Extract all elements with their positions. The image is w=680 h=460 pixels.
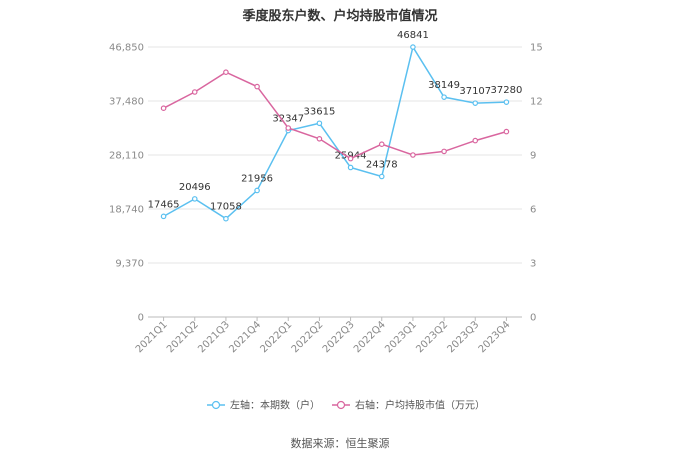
x-tick-label: 2021Q2 [165, 319, 201, 355]
data-label: 17465 [148, 199, 180, 210]
data-label: 37280 [491, 85, 523, 96]
data-label: 32347 [272, 114, 304, 125]
left-tick-label: 9,370 [115, 259, 144, 270]
data-point [285, 125, 292, 131]
x-tick-label: 2021Q4 [227, 319, 263, 355]
left-tick-label: 28,110 [109, 151, 144, 162]
x-axis: 2021Q12021Q22021Q32021Q42022Q12022Q22022… [134, 317, 513, 355]
source-note: 数据来源：恒生聚源 [291, 436, 390, 450]
x-tick-label: 2022Q1 [259, 319, 295, 355]
legend-marker [211, 400, 221, 410]
left-tick-label: 18,740 [109, 205, 144, 216]
data-label: 38149 [428, 80, 460, 91]
right-tick-label: 15 [530, 43, 543, 54]
data-label: 17058 [210, 202, 242, 213]
right-axis: 0 3 6 9 12 15 [530, 43, 543, 324]
legend[interactable]: 左轴：本期数（户） 右轴：户均持股市值（万元） [207, 399, 485, 412]
x-tick-label: 2022Q2 [290, 319, 326, 355]
data-point [160, 213, 167, 220]
data-point [254, 187, 260, 194]
x-tick-label: 2023Q4 [477, 319, 513, 355]
right-tick-label: 9 [530, 151, 536, 162]
data-point [347, 155, 354, 162]
legend-label: 右轴：户均持股市值（万元） [355, 399, 485, 412]
legend-label: 左轴：本期数（户） [230, 399, 320, 412]
legend-item-2[interactable]: 右轴：户均持股市值（万元） [332, 399, 485, 412]
left-tick-label: 46,850 [109, 43, 144, 54]
left-tick-label: 37,480 [109, 97, 144, 108]
data-point [347, 164, 354, 171]
series-line-1 [163, 45, 507, 220]
data-point [503, 128, 510, 135]
data-point [378, 173, 385, 180]
data-label: 20496 [179, 182, 211, 193]
data-label: 46841 [397, 30, 429, 41]
right-tick-label: 12 [530, 97, 543, 108]
data-point [503, 99, 510, 105]
data-point [472, 100, 479, 106]
series-line-2 [163, 71, 507, 160]
right-tick-label: 0 [530, 313, 536, 324]
legend-marker [336, 400, 346, 410]
data-point [160, 105, 167, 112]
data-point [410, 44, 416, 50]
x-tick-label: 2022Q3 [321, 319, 357, 355]
x-tick-label: 2021Q3 [196, 319, 232, 355]
data-label: 33615 [304, 106, 336, 117]
data-point [223, 215, 229, 222]
right-tick-label: 6 [530, 205, 536, 216]
data-point [441, 94, 447, 100]
chart-title: 季度股东户数、户均持股市值情况 [241, 8, 437, 24]
data-point [254, 83, 260, 90]
x-tick-label: 2021Q1 [134, 319, 170, 355]
x-tick-label: 2022Q4 [352, 319, 388, 355]
x-tick-label: 2023Q1 [383, 319, 419, 355]
data-point [191, 89, 198, 95]
data-label: 37107 [459, 86, 491, 97]
data-point [223, 69, 229, 76]
legend-item-1[interactable]: 左轴：本期数（户） [207, 399, 320, 412]
data-point [410, 152, 416, 158]
data-point [378, 141, 385, 148]
right-tick-label: 3 [530, 259, 536, 270]
data-point [316, 136, 323, 142]
data-point [472, 137, 479, 144]
data-label: 24378 [366, 160, 398, 171]
left-tick-label: 0 [138, 313, 144, 324]
data-label: 21956 [241, 173, 273, 184]
left-axis: 0 9,370 18,740 28,110 37,480 46,850 [109, 43, 144, 324]
data-point [191, 196, 198, 202]
x-tick-label: 2023Q3 [446, 319, 482, 355]
data-point [316, 120, 323, 127]
series-layer: 1746520496170582195632347336152594424378… [148, 30, 523, 222]
data-point [441, 148, 447, 155]
x-tick-label: 2023Q2 [414, 319, 450, 355]
